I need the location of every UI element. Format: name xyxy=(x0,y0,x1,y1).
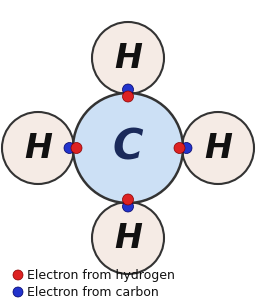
Circle shape xyxy=(73,93,183,203)
Circle shape xyxy=(182,112,254,184)
Circle shape xyxy=(92,202,164,274)
Circle shape xyxy=(181,143,192,153)
Circle shape xyxy=(92,22,164,94)
Circle shape xyxy=(123,194,133,205)
Circle shape xyxy=(123,91,133,102)
Text: H: H xyxy=(114,221,142,254)
Circle shape xyxy=(71,143,82,153)
Circle shape xyxy=(64,143,75,153)
Circle shape xyxy=(174,143,185,153)
Circle shape xyxy=(2,112,74,184)
Circle shape xyxy=(123,201,133,212)
Text: C: C xyxy=(113,127,143,169)
Text: H: H xyxy=(114,42,142,75)
Circle shape xyxy=(13,270,23,280)
Circle shape xyxy=(123,84,133,95)
Text: H: H xyxy=(204,132,232,164)
Text: Electron from carbon: Electron from carbon xyxy=(27,286,159,298)
Text: Electron from hydrogen: Electron from hydrogen xyxy=(27,269,175,282)
Text: H: H xyxy=(24,132,52,164)
Circle shape xyxy=(13,287,23,297)
